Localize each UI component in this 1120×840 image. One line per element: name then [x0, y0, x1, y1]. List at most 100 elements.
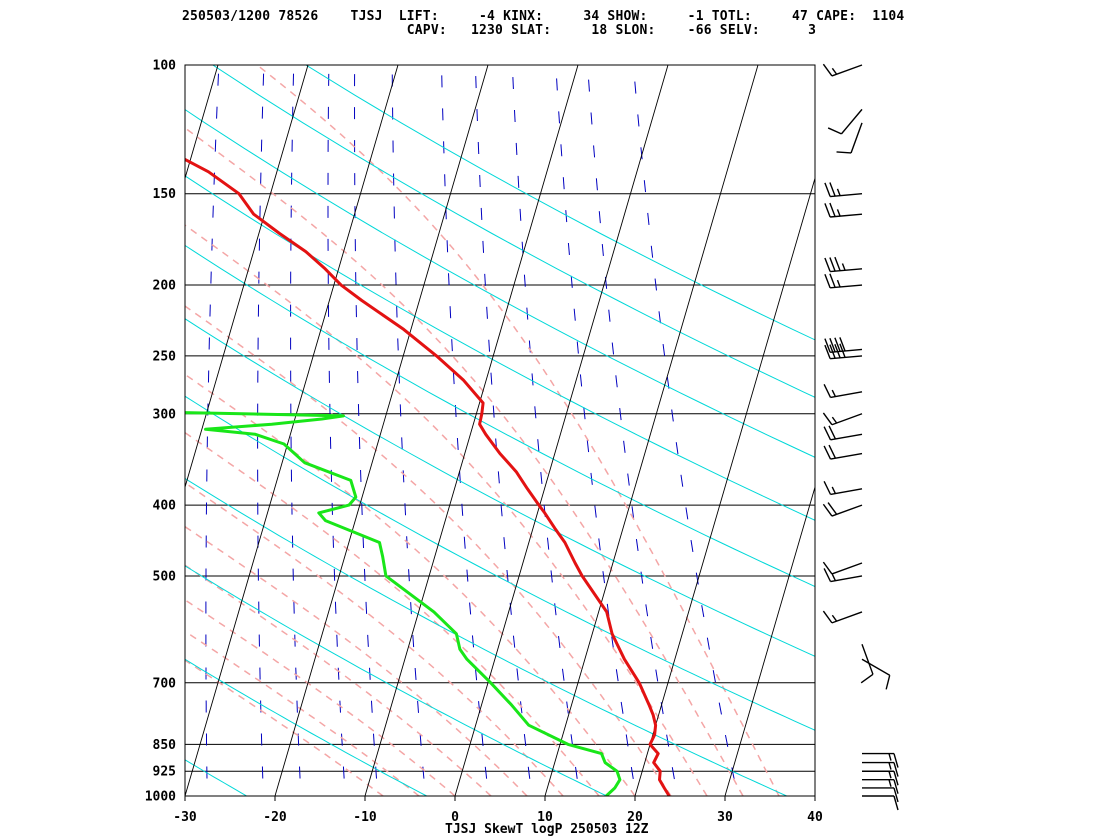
temperature-tick-labels: -30 -20 -10 0 10 20 30 40 [173, 796, 823, 825]
dry-adiabat-line [185, 759, 248, 796]
isotherm-line [544, 65, 759, 796]
wind-barb [824, 256, 863, 273]
wind-barbs [822, 63, 899, 811]
temp-tick--30: -30 [173, 810, 197, 825]
temp-tick--10: -10 [353, 810, 377, 825]
mixing-ratio-lines [81, 32, 739, 812]
wind-barb [862, 770, 899, 786]
isotherm-line [454, 65, 669, 796]
dry-adiabat-line [185, 244, 815, 588]
wind-barb [823, 444, 863, 460]
dry-adiabat-line [185, 108, 815, 458]
temp-tick-0: 0 [451, 810, 459, 825]
isotherm-line [0, 65, 128, 796]
isobar-lines [185, 64, 815, 797]
wind-barb [860, 643, 874, 684]
plot-frame [184, 64, 816, 797]
mixing-ratio-line [587, 65, 679, 796]
mixing-ratio-line [353, 65, 379, 796]
wind-barb [861, 658, 891, 690]
pressure-tick-250: 250 [153, 349, 177, 364]
isotherm-line [364, 65, 579, 796]
temperature-trace [185, 157, 671, 796]
dry-adiabats [185, 65, 815, 796]
isotherm-line [185, 65, 219, 180]
pressure-tick-925: 925 [153, 765, 176, 780]
mixing-ratio-line [632, 65, 739, 796]
isotherm-lines [0, 65, 815, 796]
indices-line-2: CAPV: 1230 SLAT: 18 SLON: -66 SELV: 3 [182, 23, 817, 38]
pressure-tick-150: 150 [153, 187, 177, 202]
mixing-ratio-line [257, 65, 265, 796]
isotherm-line [185, 65, 399, 796]
dry-adiabat-line [185, 318, 815, 657]
pressure-tick-200: 200 [153, 279, 177, 294]
moist-adiabat-line [185, 599, 456, 796]
temp-tick--20: -20 [263, 810, 287, 825]
moist-adiabat-line [185, 305, 672, 796]
temp-tick-40: 40 [807, 810, 823, 825]
isotherm-line [185, 65, 309, 489]
sounding-traces [185, 157, 671, 796]
moist-adiabat-line [185, 373, 636, 796]
dry-adiabat-line [211, 65, 815, 398]
wind-barb [823, 480, 863, 496]
pressure-tick-400: 400 [153, 499, 177, 514]
wind-barb [827, 108, 863, 135]
wind-barb [836, 122, 863, 154]
temp-tick-10: 10 [537, 810, 553, 825]
wind-barb [823, 568, 863, 583]
moist-adiabat-line [185, 431, 600, 796]
moist-adiabat-line [185, 224, 708, 796]
dry-adiabat-line [185, 175, 815, 521]
wind-barb [862, 795, 899, 811]
pressure-tick-1000: 1000 [145, 790, 176, 805]
wind-barb [862, 752, 899, 768]
pressure-tick-850: 850 [153, 738, 177, 753]
wind-barb [822, 502, 863, 517]
sounding-indices-header: 250503/1200 78526 TJSJ LIFT: -4 KINX: 34… [182, 9, 982, 39]
dewpoint-trace [185, 411, 622, 796]
wind-barb [822, 412, 863, 426]
wind-barb [824, 273, 863, 289]
wind-barb [823, 425, 863, 441]
pressure-tick-100: 100 [153, 59, 177, 74]
isotherm-line [0, 65, 38, 796]
chart-title: TJSJ SkewT logP 250503 12Z [445, 822, 649, 837]
mixing-ratio-line [81, 32, 120, 812]
mixing-ratio-line [555, 65, 637, 796]
isotherm-line [634, 176, 815, 796]
isotherm-line [814, 794, 815, 796]
indices-line-1: 250503/1200 78526 TJSJ LIFT: -4 KINX: 34… [182, 9, 905, 24]
temp-tick-30: 30 [717, 810, 733, 825]
pressure-tick-labels: 100 150 200 250 300 400 500 700 850 925 1000 [145, 59, 176, 805]
isotherm-line [724, 485, 815, 796]
pressure-tick-500: 500 [153, 569, 177, 584]
dry-adiabat-line [185, 477, 788, 796]
dry-adiabat-line [185, 395, 815, 731]
moist-adiabat-line [256, 65, 780, 796]
pressure-tick-700: 700 [153, 676, 177, 691]
moist-adiabats [185, 65, 780, 796]
moist-adiabat-line [185, 659, 384, 796]
dry-adiabat-line [185, 565, 608, 796]
dry-adiabat-line [185, 658, 428, 796]
wind-barb [824, 182, 863, 198]
mixing-ratio-line [391, 65, 426, 796]
temp-tick-20: 20 [627, 810, 643, 825]
moist-adiabat-line [185, 127, 744, 796]
isotherm-line [274, 65, 489, 796]
wind-barb [823, 384, 863, 399]
wind-barb [822, 610, 863, 624]
wind-barb [822, 561, 863, 575]
pressure-tick-300: 300 [153, 407, 177, 422]
wind-barb [862, 787, 899, 803]
mixing-ratio-line [327, 65, 346, 796]
mixing-ratio-line [511, 65, 581, 796]
wind-barb [862, 761, 899, 777]
dry-adiabat-line [304, 65, 815, 341]
moist-adiabat-line [185, 481, 564, 796]
moist-adiabat-line [185, 564, 492, 796]
wind-barb [862, 779, 899, 794]
